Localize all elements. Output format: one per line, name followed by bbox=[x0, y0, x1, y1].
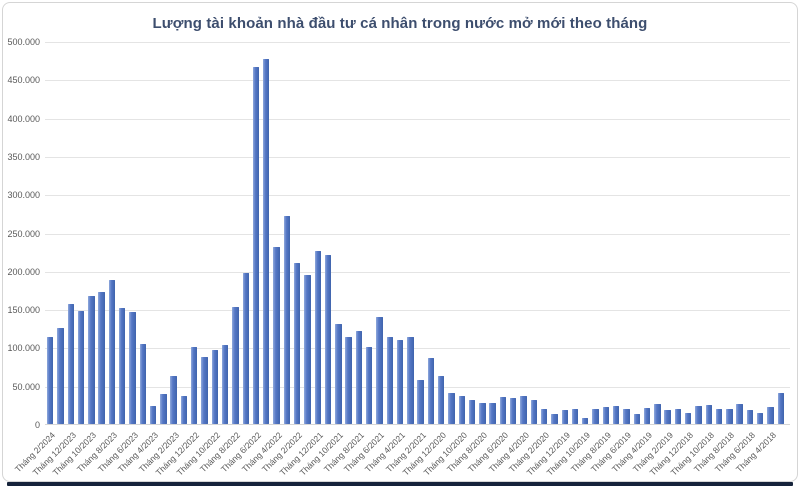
bar bbox=[47, 337, 54, 424]
bar bbox=[283, 216, 291, 424]
gridline bbox=[45, 42, 790, 43]
bar bbox=[582, 417, 589, 424]
y-axis-tick-label: 0 bbox=[34, 420, 40, 430]
bar bbox=[664, 410, 671, 424]
bar bbox=[530, 399, 538, 424]
y-axis-tick-label: 200.000 bbox=[7, 266, 40, 277]
bar bbox=[67, 303, 74, 424]
bar bbox=[77, 310, 85, 424]
bar bbox=[273, 247, 280, 424]
y-axis-tick-label: 400.000 bbox=[7, 113, 40, 124]
bar bbox=[191, 347, 198, 424]
bar bbox=[458, 396, 465, 424]
bar bbox=[705, 404, 712, 424]
bar bbox=[571, 408, 579, 424]
bar bbox=[602, 407, 610, 424]
bar bbox=[551, 414, 558, 424]
y-axis-tick-label: 500.000 bbox=[7, 37, 40, 47]
bar bbox=[355, 331, 363, 424]
bar bbox=[561, 410, 568, 424]
bar bbox=[757, 413, 764, 424]
bar bbox=[119, 308, 126, 424]
bar bbox=[777, 392, 784, 424]
bar bbox=[520, 395, 527, 424]
gridline bbox=[45, 118, 790, 120]
bar bbox=[499, 397, 507, 424]
bar bbox=[767, 407, 774, 424]
gridline bbox=[45, 310, 790, 312]
y-axis-tick-label: 150.000 bbox=[7, 305, 40, 316]
bar bbox=[726, 408, 733, 424]
bar bbox=[396, 339, 404, 424]
bar bbox=[252, 67, 260, 424]
bar bbox=[736, 404, 743, 424]
bar bbox=[88, 296, 95, 424]
y-axis-tick-label: 50.000 bbox=[12, 381, 40, 392]
bar bbox=[263, 59, 270, 424]
bar bbox=[221, 345, 229, 424]
bar bbox=[715, 409, 723, 424]
bar bbox=[510, 397, 517, 424]
bar bbox=[623, 409, 630, 424]
bar bbox=[211, 349, 219, 424]
gridline bbox=[45, 80, 790, 82]
bar bbox=[746, 410, 754, 424]
x-axis-baseline bbox=[45, 424, 790, 425]
bar bbox=[293, 263, 301, 424]
y-axis-tick-label: 250.000 bbox=[7, 228, 40, 239]
bar bbox=[489, 403, 496, 424]
bar bbox=[324, 255, 332, 424]
bar bbox=[633, 414, 640, 424]
bar bbox=[139, 343, 146, 424]
bar bbox=[468, 400, 476, 424]
bar bbox=[149, 406, 157, 424]
bar bbox=[417, 380, 424, 424]
bottom-window-edge bbox=[7, 482, 793, 486]
bar bbox=[201, 356, 208, 424]
bar bbox=[160, 394, 167, 424]
chart-title: Lượng tài khoản nhà đầu tư cá nhân trong… bbox=[152, 15, 648, 32]
gridline bbox=[45, 156, 790, 158]
bar bbox=[129, 312, 136, 424]
bar bbox=[448, 392, 455, 424]
bar bbox=[386, 336, 393, 424]
bar bbox=[674, 409, 682, 424]
gridline bbox=[45, 348, 790, 350]
bar bbox=[335, 324, 342, 424]
bar bbox=[365, 346, 373, 424]
bar bbox=[479, 402, 486, 424]
bar bbox=[592, 408, 599, 424]
bar bbox=[407, 337, 414, 424]
bar bbox=[695, 405, 702, 424]
plot-area bbox=[45, 42, 790, 425]
bar bbox=[108, 280, 116, 424]
bar bbox=[376, 316, 383, 424]
bar bbox=[232, 306, 239, 424]
bar bbox=[180, 396, 188, 424]
y-axis-tick-label: 450.000 bbox=[7, 75, 40, 86]
gridline bbox=[45, 195, 790, 197]
bar bbox=[345, 336, 352, 424]
bar bbox=[304, 275, 311, 424]
bar bbox=[643, 407, 651, 424]
bar bbox=[98, 292, 105, 424]
bar bbox=[427, 358, 435, 424]
y-axis-tick-label: 350.000 bbox=[7, 151, 40, 162]
bar bbox=[684, 412, 692, 424]
bar bbox=[654, 404, 661, 424]
gridline bbox=[45, 233, 790, 235]
bar bbox=[540, 409, 548, 424]
bar bbox=[314, 250, 321, 424]
gridline bbox=[45, 271, 790, 273]
y-axis-tick-label: 300.000 bbox=[7, 190, 40, 201]
bar bbox=[57, 328, 64, 424]
y-axis-tick-label: 100.000 bbox=[7, 343, 40, 354]
bar bbox=[438, 375, 445, 424]
bar bbox=[242, 273, 249, 424]
bar bbox=[170, 375, 177, 424]
bar bbox=[612, 405, 620, 424]
